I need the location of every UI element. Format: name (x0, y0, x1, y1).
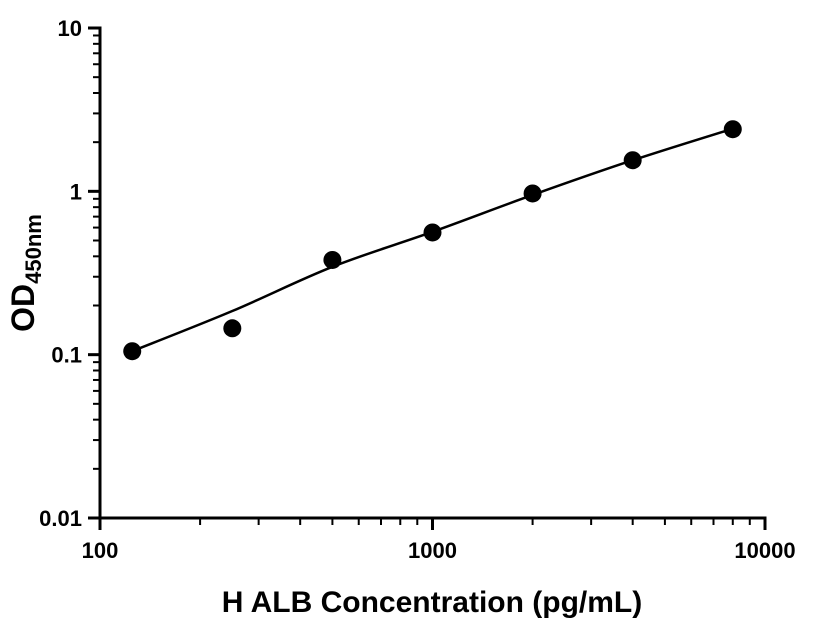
y-axis-title: OD450nm (5, 214, 46, 332)
y-tick-label: 10 (58, 16, 82, 41)
y-tick-label: 0.01 (39, 506, 82, 531)
data-point (523, 184, 542, 203)
y-axis-title-subscript: 450nm (21, 214, 46, 284)
data-point (323, 250, 342, 269)
x-axis-title: H ALB Concentration (pg/mL) (222, 586, 643, 619)
x-tick-label: 100 (82, 538, 119, 563)
y-axis-title-main: OD (5, 284, 41, 332)
y-tick-label: 1 (70, 179, 82, 204)
data-point (723, 120, 742, 139)
x-tick-label: 10000 (734, 538, 795, 563)
data-point (423, 223, 442, 242)
data-point (623, 151, 642, 170)
data-point (223, 319, 242, 338)
tick-marks (88, 26, 767, 530)
data-points-group (123, 120, 742, 361)
y-tick-label: 0.1 (51, 343, 82, 368)
data-point (123, 342, 142, 361)
tick-labels: 100 1000 10000 0.01 0.1 1 10 (39, 16, 795, 563)
axes (98, 26, 767, 520)
x-tick-label: 1000 (408, 538, 457, 563)
